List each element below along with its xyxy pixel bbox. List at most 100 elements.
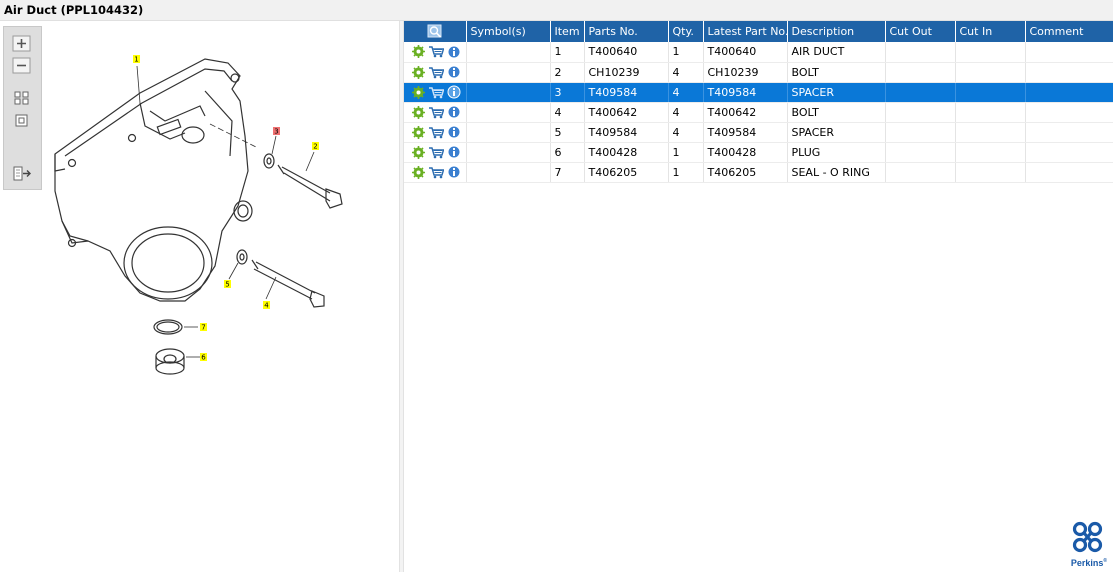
- callout-5[interactable]: 5: [224, 280, 231, 289]
- gear-icon[interactable]: [412, 45, 425, 59]
- gear-icon[interactable]: [412, 105, 425, 119]
- cell-item: 5: [550, 122, 585, 143]
- row-actions: [404, 122, 467, 143]
- svg-text:4: 4: [264, 302, 269, 310]
- cell-symbols: [466, 142, 551, 163]
- cell-symbols: [466, 62, 551, 83]
- cell-qty: 1: [668, 142, 704, 163]
- cell-qty: 4: [668, 62, 704, 83]
- illustration-pane[interactable]: 1 3 2 5 4 7 6: [0, 21, 400, 572]
- cell-parts-no: T406205: [584, 162, 669, 183]
- fit-window-button[interactable]: [12, 112, 32, 130]
- row-actions: [404, 142, 467, 163]
- cell-parts-no: T400642: [584, 102, 669, 123]
- row-actions: [404, 162, 467, 183]
- row-actions: [404, 82, 467, 103]
- cell-comment: [1025, 162, 1113, 183]
- col-cut-out[interactable]: Cut Out: [885, 21, 956, 42]
- cell-comment: [1025, 82, 1113, 103]
- callout-2[interactable]: 2: [312, 142, 319, 151]
- cell-symbols: [466, 162, 551, 183]
- cell-description: BOLT: [787, 62, 886, 83]
- col-symbols[interactable]: Symbol(s): [466, 21, 551, 42]
- cell-parts-no: T400640: [584, 42, 669, 63]
- table-row[interactable]: 4 T400642 4 T400642 BOLT: [404, 102, 1113, 123]
- cell-description: SPACER: [787, 122, 886, 143]
- perkins-logo: Perkins®: [1069, 520, 1109, 568]
- cart-icon[interactable]: [428, 66, 444, 79]
- cell-item: 3: [550, 82, 585, 103]
- cell-cut-out: [885, 102, 956, 123]
- cart-icon[interactable]: [428, 45, 444, 58]
- zoom-in-button[interactable]: [12, 35, 32, 53]
- svg-text:6: 6: [201, 354, 206, 362]
- cell-symbols: [466, 102, 551, 123]
- col-comment[interactable]: Comment: [1025, 21, 1113, 42]
- zoom-out-icon: [12, 57, 31, 74]
- callout-4[interactable]: 4: [263, 301, 270, 310]
- cart-icon[interactable]: [428, 146, 444, 159]
- perkins-wordmark: Perkins®: [1070, 558, 1108, 568]
- cell-description: AIR DUCT: [787, 42, 886, 63]
- svg-text:3: 3: [274, 128, 278, 136]
- table-header: Symbol(s) Item Parts No. Qty. Latest Par…: [404, 21, 1113, 42]
- table-row[interactable]: 6 T400428 1 T400428 PLUG: [404, 142, 1113, 163]
- zoom-in-icon: [12, 35, 31, 52]
- info-icon[interactable]: [447, 145, 461, 159]
- search-column-header[interactable]: [404, 21, 467, 42]
- cell-comment: [1025, 62, 1113, 83]
- grid-icon: [14, 91, 29, 105]
- col-description[interactable]: Description: [787, 21, 886, 42]
- cell-qty: 1: [668, 162, 704, 183]
- cell-item: 2: [550, 62, 585, 83]
- table-row[interactable]: 2 CH10239 4 CH10239 BOLT: [404, 62, 1113, 83]
- table-row[interactable]: 7 T406205 1 T406205 SEAL - O RING: [404, 162, 1113, 183]
- col-cut-in[interactable]: Cut In: [955, 21, 1026, 42]
- info-icon[interactable]: [447, 165, 461, 179]
- gear-icon[interactable]: [412, 165, 425, 179]
- cell-comment: [1025, 142, 1113, 163]
- table-row[interactable]: 1 T400640 1 T400640 AIR DUCT: [404, 42, 1113, 63]
- info-icon[interactable]: [447, 85, 461, 99]
- cell-item: 1: [550, 42, 585, 63]
- pane-splitter[interactable]: [399, 21, 404, 572]
- callout-1[interactable]: 1: [133, 55, 140, 64]
- cell-latest-part-no: T400642: [703, 102, 788, 123]
- gear-icon[interactable]: [412, 65, 425, 79]
- callout-7[interactable]: 7: [200, 323, 207, 332]
- export-button[interactable]: [12, 165, 32, 183]
- info-icon[interactable]: [447, 105, 461, 119]
- col-parts-no[interactable]: Parts No.: [584, 21, 669, 42]
- square-icon: [15, 114, 28, 127]
- info-icon[interactable]: [447, 125, 461, 139]
- cart-icon[interactable]: [428, 106, 444, 119]
- cell-cut-in: [955, 62, 1026, 83]
- col-latest-part-no[interactable]: Latest Part No.: [703, 21, 788, 42]
- cell-cut-out: [885, 162, 956, 183]
- cart-icon[interactable]: [428, 166, 444, 179]
- cell-item: 7: [550, 162, 585, 183]
- cell-cut-in: [955, 142, 1026, 163]
- info-icon[interactable]: [447, 65, 461, 79]
- cart-icon[interactable]: [428, 126, 444, 139]
- info-icon[interactable]: [447, 45, 461, 59]
- cell-qty: 4: [668, 102, 704, 123]
- parts-list-pane: Symbol(s) Item Parts No. Qty. Latest Par…: [404, 21, 1113, 572]
- viewer-toolbox: [3, 26, 42, 190]
- callout-3[interactable]: 3: [273, 127, 280, 136]
- gear-icon[interactable]: [412, 85, 425, 99]
- cart-icon[interactable]: [428, 86, 444, 99]
- col-item[interactable]: Item: [550, 21, 585, 42]
- gear-icon[interactable]: [412, 145, 425, 159]
- cell-cut-in: [955, 102, 1026, 123]
- table-row[interactable]: 3 T409584 4 T409584 SPACER: [404, 82, 1113, 103]
- col-qty[interactable]: Qty.: [668, 21, 704, 42]
- zoom-out-button[interactable]: [12, 57, 32, 75]
- cell-description: SPACER: [787, 82, 886, 103]
- fit-all-button[interactable]: [12, 89, 32, 107]
- callout-6[interactable]: 6: [200, 353, 207, 362]
- table-row[interactable]: 5 T409584 4 T409584 SPACER: [404, 122, 1113, 143]
- cell-cut-in: [955, 122, 1026, 143]
- svg-text:5: 5: [225, 281, 229, 289]
- gear-icon[interactable]: [412, 125, 425, 139]
